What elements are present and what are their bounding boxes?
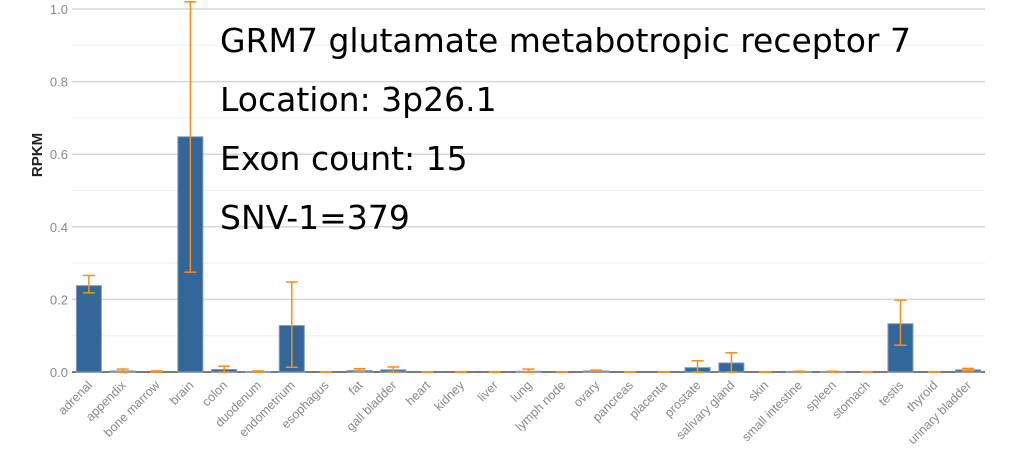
error-bar (522, 368, 535, 373)
x-tick-label: kidney (432, 378, 468, 414)
annotation-exon-count: Exon count: 15 (220, 139, 468, 178)
error-bar (894, 299, 907, 346)
x-tick-label: ovary (571, 378, 603, 410)
error-bar (793, 370, 806, 373)
annotation-gene: GRM7 glutamate metabotropic receptor 7 (220, 21, 911, 60)
annotations: GRM7 glutamate metabotropic receptor 7 L… (220, 21, 911, 237)
x-tick-label: colon (199, 378, 230, 409)
y-tick-label: 0.0 (50, 365, 68, 380)
error-bar (387, 366, 400, 373)
x-tick-label: fat (346, 378, 366, 398)
error-bar (82, 274, 95, 294)
error-bar (691, 359, 704, 373)
error-bar (725, 352, 738, 373)
y-tick-label: 1.0 (50, 2, 68, 17)
y-tick-label: 0.6 (50, 147, 68, 162)
error-bar (285, 281, 298, 369)
error-bar (962, 367, 975, 372)
error-bar (353, 367, 366, 373)
error-bar (116, 368, 129, 373)
x-tick-label: placenta (627, 378, 670, 421)
x-tick-label: testis (876, 378, 907, 409)
error-bar (150, 370, 163, 373)
x-tick-label: heart (403, 378, 433, 408)
error-bar (184, 0, 197, 273)
error-bar (826, 370, 839, 373)
x-tick-label: stomach (829, 378, 872, 421)
bar-adrenal[interactable] (75, 285, 102, 373)
y-axis-label: RPKM (29, 133, 46, 177)
x-tick-label: small intestine (739, 378, 805, 444)
x-tick-label: brain (167, 378, 197, 408)
y-tick-label: 0.2 (50, 292, 68, 307)
y-tick-label: 0.4 (50, 220, 68, 235)
error-bar (590, 369, 603, 372)
error-bar (218, 365, 231, 373)
annotation-location: Location: 3p26.1 (220, 80, 497, 119)
error-bar (251, 370, 264, 373)
x-tick-label: skin (746, 378, 772, 404)
x-tick-label: lung (508, 378, 535, 405)
x-tick-label: liver (475, 378, 501, 404)
y-tick-label: 0.8 (50, 75, 68, 90)
annotation-snv: SNV-1=379 (220, 198, 410, 237)
